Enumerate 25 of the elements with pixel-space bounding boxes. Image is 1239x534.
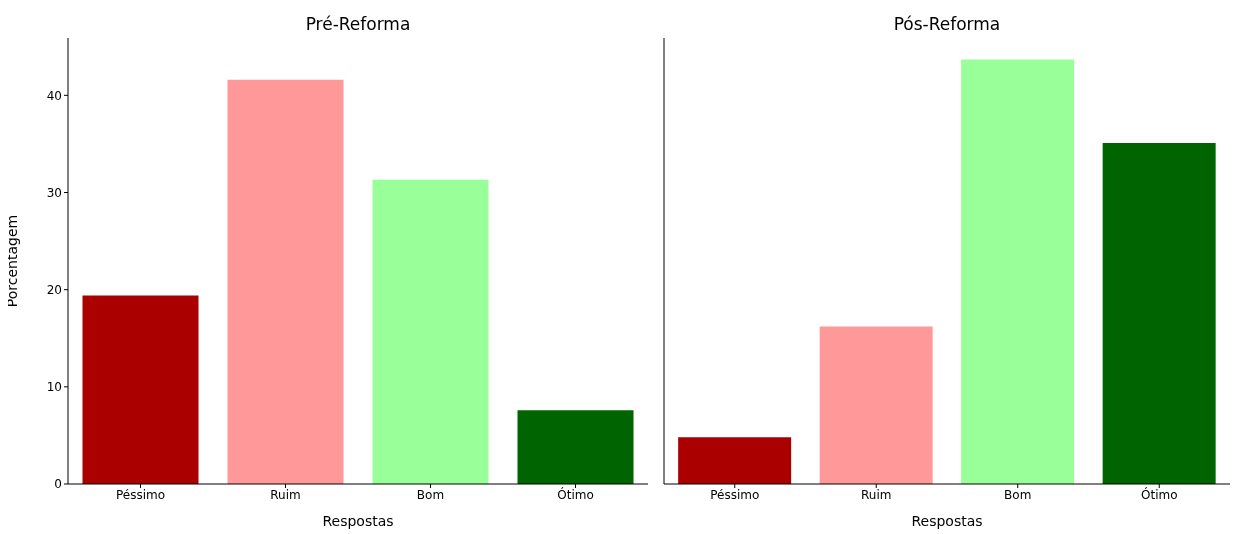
x-tick-label: Péssimo — [710, 487, 760, 502]
bar — [961, 59, 1075, 484]
x-tick-label: Ruim — [270, 487, 301, 502]
y-tick-label: 40 — [46, 88, 62, 103]
bar — [82, 295, 199, 484]
x-tick-label: Ruim — [861, 487, 892, 502]
bar — [678, 437, 792, 484]
bar — [227, 79, 344, 484]
chart-title: Pós-Reforma — [892, 14, 1002, 34]
chart-title: Pré-Reforma — [304, 14, 412, 34]
x-axis-title: Respostas — [911, 513, 983, 529]
bar — [1102, 142, 1216, 484]
bar — [819, 326, 933, 484]
y-tick-label: 20 — [46, 282, 62, 297]
bar — [517, 410, 634, 484]
x-tick-label: Bom — [416, 487, 445, 502]
x-tick-label: Ótimo — [1140, 486, 1178, 502]
x-axis-title: Respostas — [322, 513, 394, 529]
x-tick-label: Ótimo — [557, 486, 594, 502]
y-tick-label: 10 — [46, 380, 62, 395]
x-tick-label: Péssimo — [115, 487, 166, 502]
bar — [372, 179, 489, 484]
y-tick-label: 30 — [46, 185, 62, 200]
x-tick-label: Bom — [1004, 487, 1032, 502]
y-tick-label: 0 — [54, 477, 62, 492]
